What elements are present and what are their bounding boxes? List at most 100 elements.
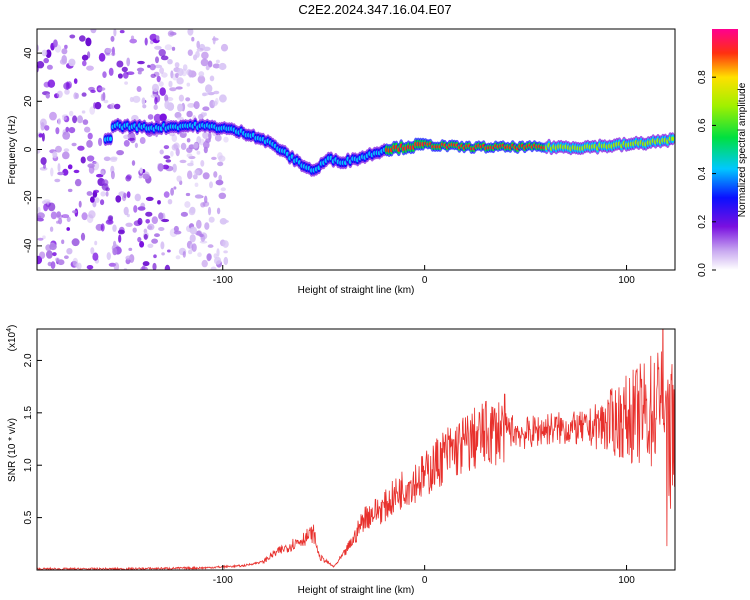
noise-speck [87, 163, 95, 168]
noise-speck [147, 64, 151, 68]
noise-speck [86, 155, 95, 162]
noise-speck [186, 110, 193, 118]
noise-speck [132, 227, 137, 233]
noise-speck [170, 150, 174, 157]
colorbar: 0.0 0.2 0.4 0.6 0.8 Normalized spectral ampl… [697, 29, 748, 277]
noise-speck [73, 78, 78, 84]
noise-speck [131, 160, 136, 166]
noise-speck [116, 150, 124, 156]
noise-speck [142, 104, 147, 109]
noise-speck [96, 173, 104, 178]
noise-speck [218, 192, 227, 199]
noise-speck [132, 95, 141, 103]
noise-speck [62, 131, 71, 140]
noise-speck [150, 40, 154, 45]
noise-speck [93, 102, 97, 109]
noise-speck [45, 49, 52, 58]
noise-speck [65, 126, 70, 133]
noise-speck [144, 37, 148, 46]
noise-speck [102, 71, 107, 78]
noise-speck [216, 207, 221, 215]
noise-speck [161, 72, 168, 78]
noise-speck [74, 178, 82, 187]
noise-speck [176, 77, 184, 85]
noise-speck [178, 94, 184, 102]
noise-speck [105, 191, 109, 197]
noise-speck [197, 252, 202, 258]
noise-speck [44, 125, 50, 131]
noise-speck [201, 259, 208, 268]
noise-speck [57, 171, 64, 176]
noise-speck [203, 140, 210, 149]
noise-speck [110, 103, 116, 110]
noise-speck [175, 255, 181, 260]
noise-speck [184, 201, 191, 208]
noise-speck [110, 156, 118, 161]
noise-speck [90, 196, 95, 203]
noise-speck [90, 247, 95, 255]
noise-speck [100, 191, 106, 197]
noise-speck [214, 134, 222, 142]
noise-speck [158, 49, 166, 57]
noise-speck [112, 247, 118, 256]
noise-speck [129, 38, 137, 44]
noise-speck [169, 31, 177, 36]
noise-speck [147, 223, 155, 231]
noise-speck [137, 60, 145, 65]
noise-speck [86, 65, 94, 71]
noise-speck [142, 173, 150, 180]
snr-xticks: -100 0 100 [213, 565, 635, 586]
noise-speck [215, 59, 220, 64]
noise-speck [98, 137, 103, 147]
noise-speck [62, 115, 67, 121]
ytick-label: 20 [23, 95, 34, 107]
noise-speck [40, 157, 47, 165]
noise-speck [100, 170, 105, 175]
snr-panel: -100 0 100 0.5 1.0 1.5 2.0 Height of straight… [6, 325, 676, 596]
noise-speck [123, 192, 127, 199]
noise-speck [37, 217, 44, 222]
ytick-label: 1.0 [23, 458, 34, 472]
noise-speck [196, 219, 202, 229]
spectrogram-yticks: 40 20 0 -20 -40 [23, 47, 42, 253]
noise-speck [45, 244, 52, 252]
noise-speck [157, 200, 161, 205]
noise-speck [64, 255, 69, 259]
noise-speck [187, 29, 194, 36]
noise-speck [213, 90, 220, 95]
noise-speck [188, 69, 193, 78]
noise-speck [185, 192, 191, 197]
noise-speck [193, 101, 200, 110]
snr-yticks: 0.5 1.0 1.5 2.0 [23, 353, 42, 525]
noise-speck [174, 111, 182, 119]
noise-speck [133, 205, 138, 213]
noise-speck [160, 241, 165, 250]
ytick-label: 0 [23, 146, 34, 152]
noise-speck [126, 174, 132, 180]
noise-speck [55, 145, 62, 153]
noise-speck [80, 232, 86, 241]
noise-speck [193, 169, 201, 176]
noise-speck [77, 145, 85, 151]
noise-speck [193, 142, 199, 149]
spectrogram-xlabel: Height of straight line (km) [298, 285, 415, 296]
noise-speck [143, 233, 148, 240]
noise-speck [119, 30, 125, 34]
noise-speck [126, 57, 131, 67]
noise-speck [56, 90, 63, 99]
noise-speck [171, 46, 176, 51]
snr-multiplier: (x104) [6, 325, 18, 352]
noise-speck [81, 54, 89, 61]
chart-title: C2E2.2024.347.16.04.E07 [298, 2, 452, 17]
noise-speck [212, 100, 218, 107]
noise-speck [116, 60, 124, 68]
noise-speck [196, 47, 204, 52]
noise-speck [90, 29, 97, 34]
noise-speck [128, 247, 133, 251]
spectrogram-ylabel: Frequency (Hz) [7, 116, 18, 185]
noise-speck [42, 235, 46, 239]
noise-speck [73, 169, 80, 174]
noise-speck [134, 193, 141, 202]
noise-speck [108, 215, 114, 221]
noise-speck [103, 156, 111, 162]
